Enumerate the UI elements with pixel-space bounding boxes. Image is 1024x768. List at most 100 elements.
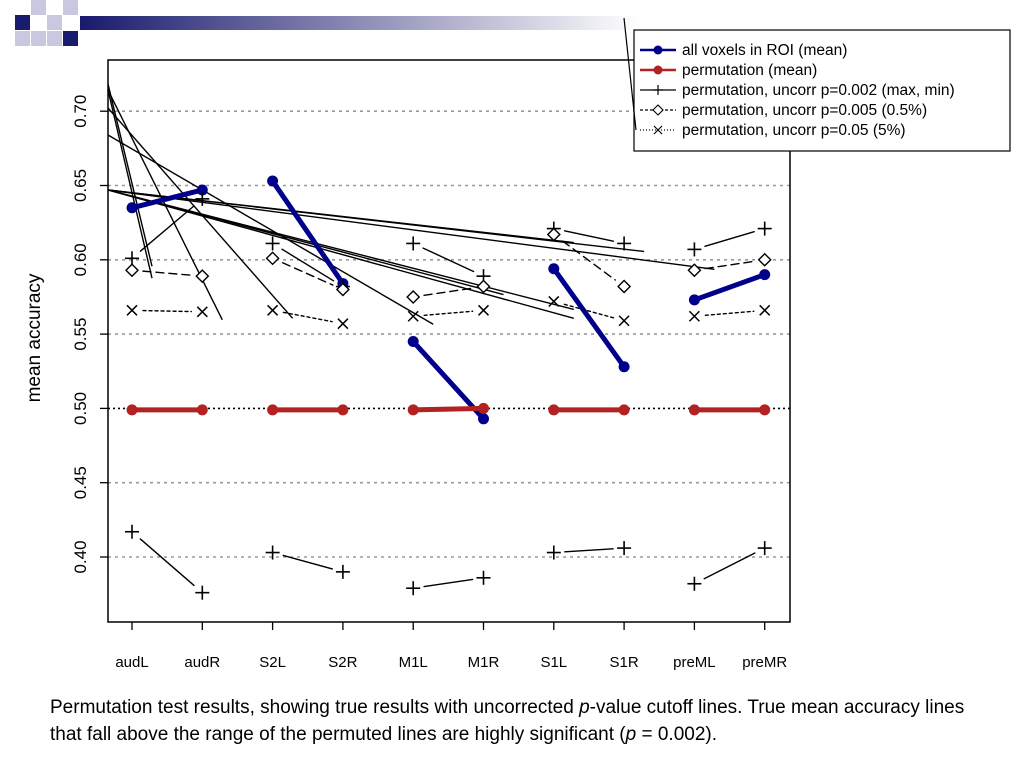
data-point — [267, 404, 279, 416]
legend-label: permutation, uncorr p=0.002 (max, min) — [682, 82, 955, 99]
plus-marker — [406, 581, 421, 596]
series-segment — [410, 339, 486, 422]
y-tick-label: 0.50 — [71, 392, 90, 425]
plus-marker — [546, 545, 561, 560]
caption-p-italic: p — [579, 697, 590, 718]
plus-marker — [265, 236, 280, 251]
series-segment — [563, 303, 615, 319]
data-point — [126, 404, 138, 416]
cross-marker — [548, 295, 560, 307]
caption-part-1: Permutation test results, showing true r… — [50, 697, 580, 718]
series-segment — [423, 578, 474, 588]
diamond-marker — [195, 269, 210, 284]
series-segment — [563, 230, 615, 242]
x-tick-label: S2R — [328, 654, 357, 671]
diamond-marker — [265, 251, 280, 266]
x-tick-label: S1R — [610, 654, 639, 671]
series-segment — [129, 187, 205, 211]
data-point — [688, 294, 700, 306]
header-square — [63, 31, 78, 46]
cross-marker — [618, 315, 630, 327]
caption-part-3: = 0.002). — [636, 724, 718, 745]
diagonal-line — [107, 189, 504, 296]
series-segment — [139, 205, 195, 252]
plus-marker — [757, 541, 772, 556]
legend-label: permutation, uncorr p=0.005 (0.5%) — [682, 102, 927, 119]
plus-marker — [476, 570, 491, 585]
data-point — [759, 404, 771, 416]
data-point — [126, 202, 138, 214]
data-point — [759, 269, 771, 281]
caption-part-2: -value cutoff lines. True mean accuracy … — [50, 697, 965, 745]
series-segment — [703, 552, 756, 580]
series-segment — [139, 538, 195, 587]
diagonal-line — [107, 89, 153, 279]
plot-frame — [107, 59, 791, 623]
cross-marker — [196, 306, 208, 318]
series-segment — [282, 311, 333, 323]
header-square — [63, 0, 78, 15]
series-segment — [423, 287, 474, 297]
x-tick-label: S1L — [540, 654, 567, 671]
plus-marker — [195, 191, 210, 206]
legend-label: permutation, uncorr p=0.05 (5%) — [682, 122, 906, 139]
series-segment — [282, 554, 333, 570]
plus-marker — [757, 221, 772, 236]
cross-marker — [688, 310, 700, 322]
legend-marker — [653, 125, 663, 135]
data-point — [407, 336, 419, 348]
data-point — [548, 263, 560, 275]
data-point — [267, 175, 279, 187]
series-segment — [704, 231, 755, 247]
plus-marker — [617, 236, 632, 251]
data-point — [478, 402, 489, 414]
series-segment — [551, 266, 627, 370]
diagonal-line — [107, 189, 574, 244]
data-point — [407, 404, 419, 416]
legend-label: all voxels in ROI (mean) — [682, 42, 847, 59]
data-point — [688, 404, 700, 416]
figure-caption: Permutation test results, showing true r… — [50, 694, 990, 748]
y-tick-label: 0.60 — [71, 243, 90, 276]
legend-marker — [652, 104, 664, 116]
diamond-marker — [125, 263, 139, 278]
diamond-marker — [476, 279, 491, 294]
x-tick-label: S2L — [259, 654, 286, 671]
diamond-marker — [335, 282, 350, 297]
series-segment — [281, 248, 335, 282]
data-point — [618, 404, 630, 416]
data-point — [337, 404, 349, 416]
diagonal-line — [107, 189, 574, 319]
x-tick-label: audL — [115, 654, 148, 671]
diamond-marker — [406, 289, 421, 304]
cross-marker — [407, 310, 419, 322]
diagonal-line — [107, 134, 434, 325]
y-tick-label: 0.45 — [71, 466, 90, 499]
series-segment — [281, 262, 334, 286]
diagonal-line — [107, 83, 153, 267]
legend-marker — [653, 45, 663, 55]
data-point — [196, 184, 208, 196]
plus-marker — [265, 545, 280, 560]
y-tick-label: 0.70 — [71, 95, 90, 128]
header-square — [47, 31, 62, 46]
plus-marker — [125, 251, 139, 266]
permutation-chart: 0.40 0.45 0.50 0.55 0.60 0.65 0.70 audL audR S2L S… — [24, 17, 1011, 671]
diamond-marker — [617, 279, 632, 294]
series-segment — [142, 270, 193, 276]
series-segment — [564, 548, 614, 553]
header-gradient-bar — [80, 16, 640, 30]
cross-marker — [126, 304, 138, 316]
legend-marker — [653, 65, 663, 75]
plus-marker — [335, 564, 350, 579]
legend-box — [633, 29, 1011, 152]
data-point — [196, 404, 208, 416]
header-square — [15, 15, 30, 30]
diagonal-line — [107, 189, 715, 270]
series-segment — [691, 272, 768, 303]
x-tick-label: preML — [673, 654, 716, 671]
x-tick-label: audR — [184, 654, 220, 671]
cross-marker — [337, 318, 349, 330]
y-tick-label: 0.40 — [71, 540, 90, 573]
data-point — [478, 413, 489, 425]
